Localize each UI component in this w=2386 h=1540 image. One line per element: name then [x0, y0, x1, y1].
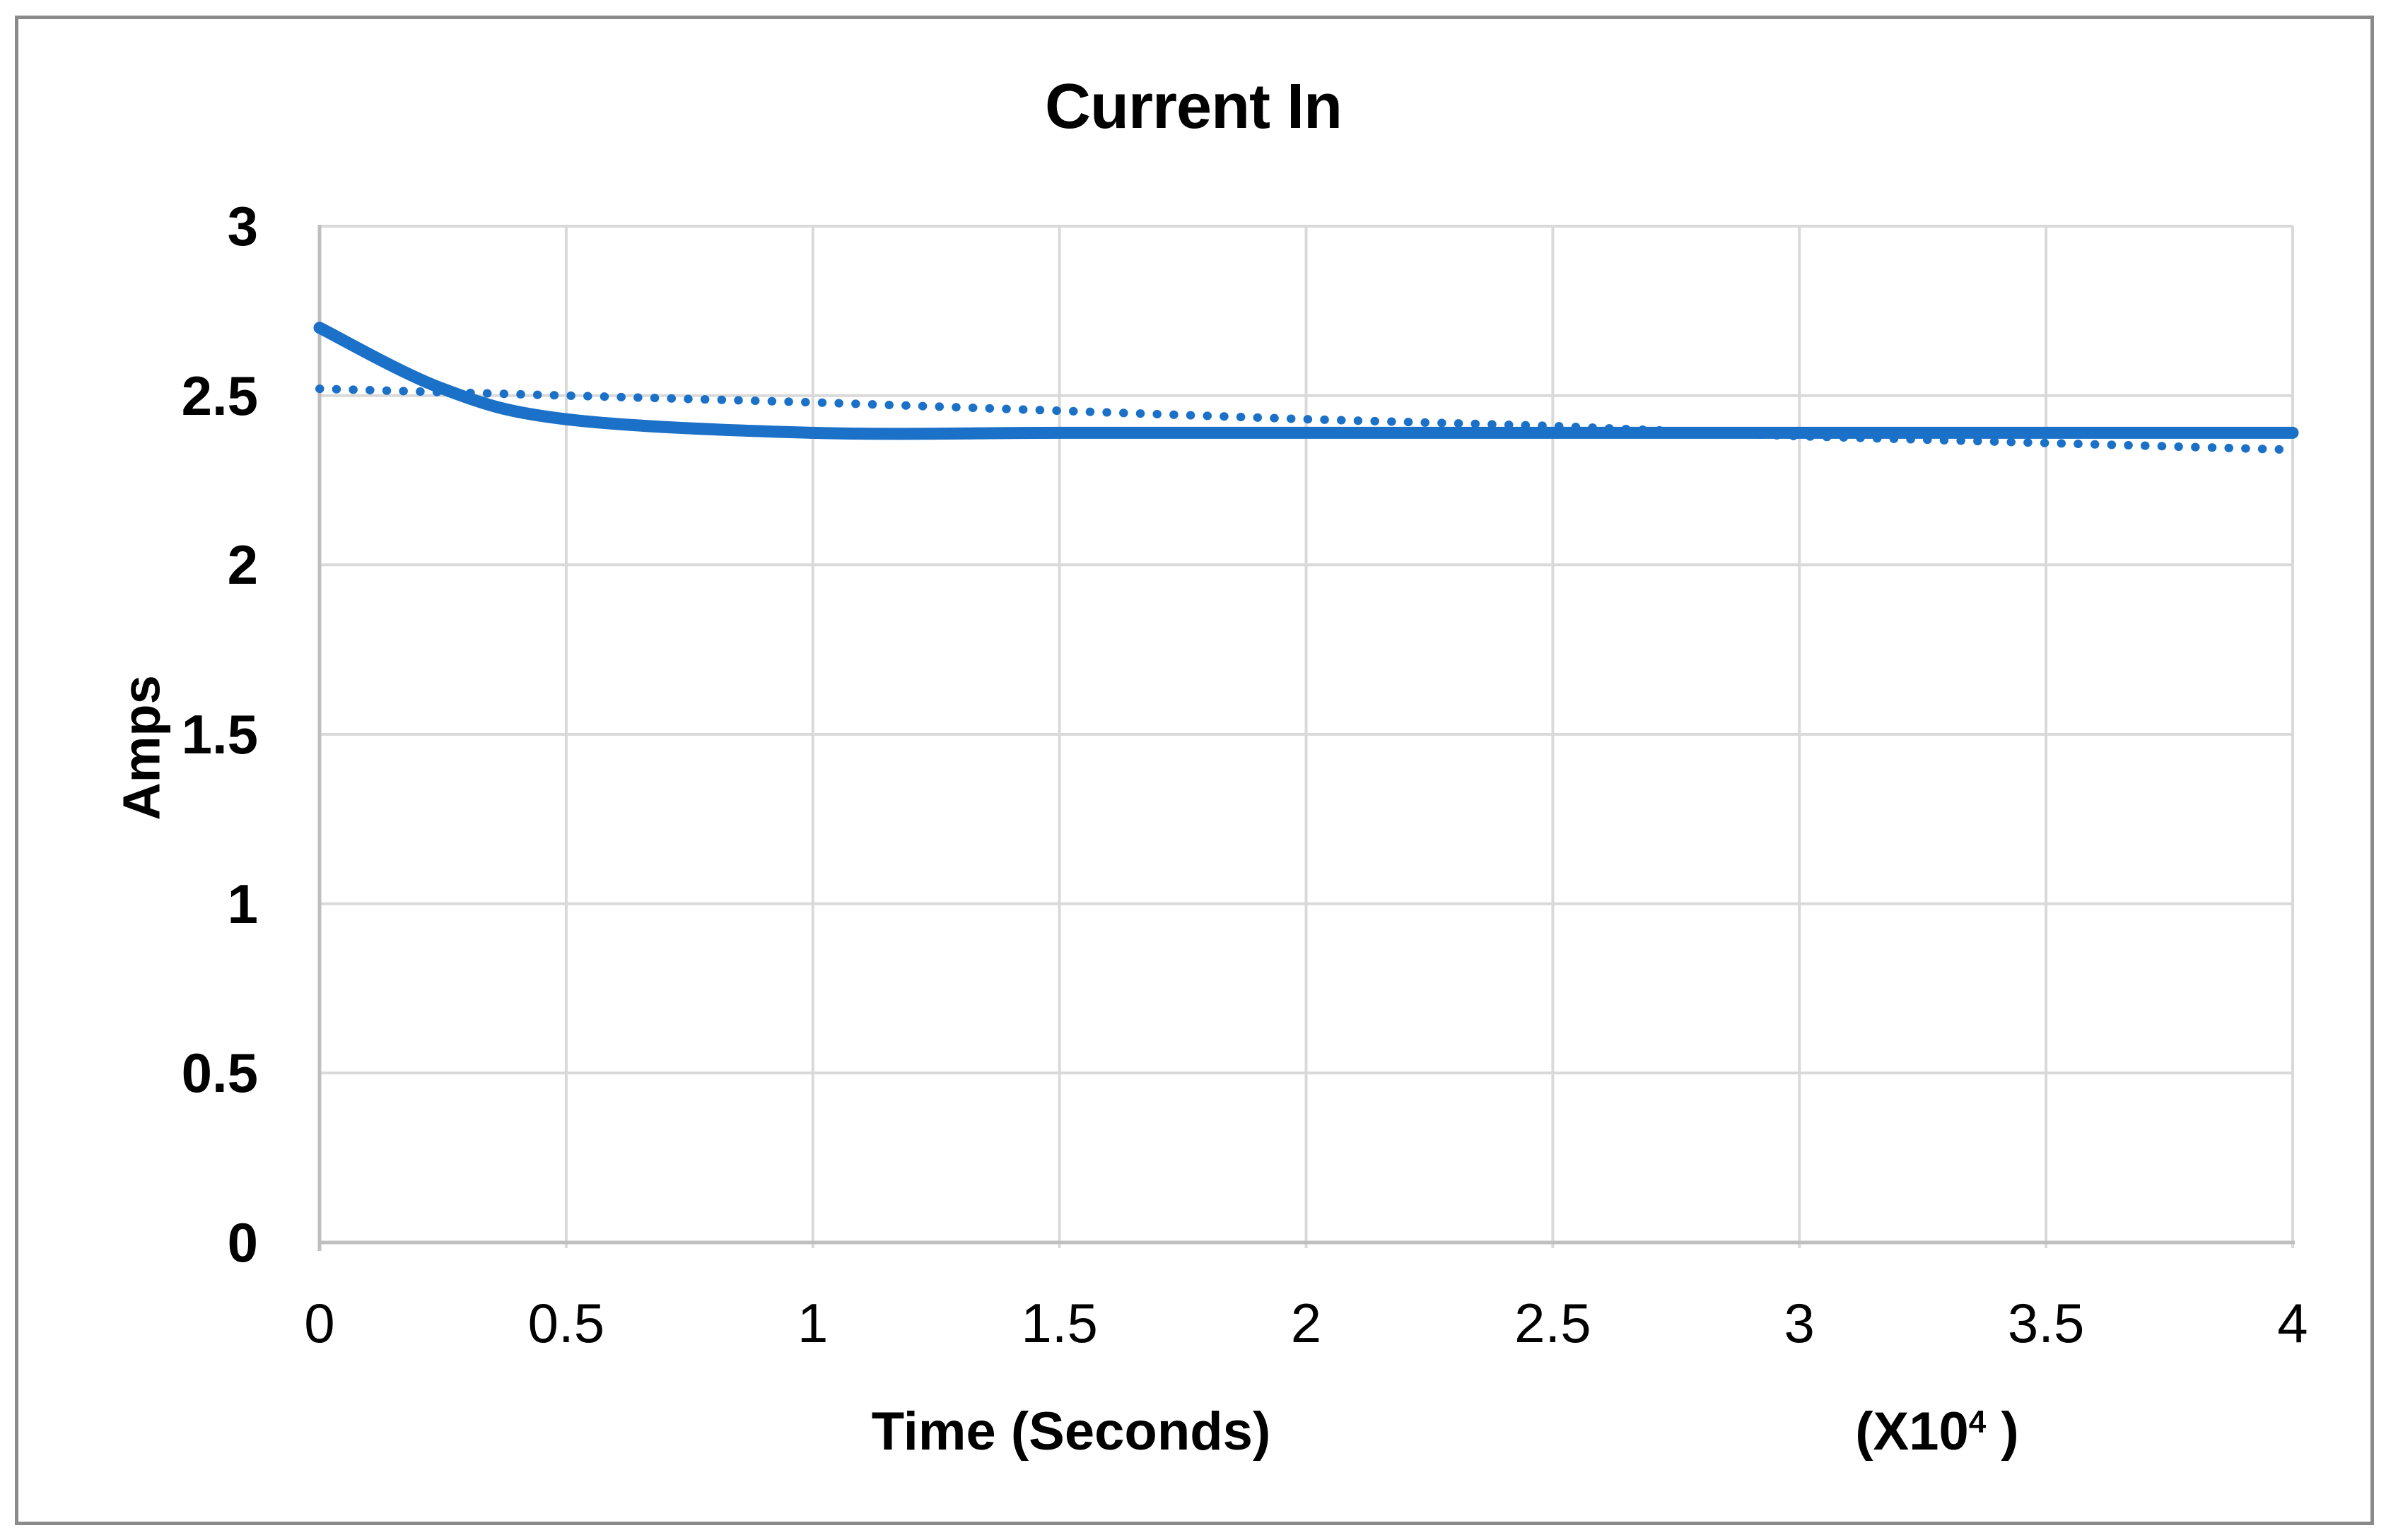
y-tick-label: 2.5	[181, 364, 258, 427]
y-tick-label: 3	[227, 195, 258, 257]
chart-title: Current In	[1044, 71, 1343, 142]
y-tick-label: 0	[227, 1211, 258, 1274]
x-axis-multiplier-prefix: (X10	[1855, 1401, 1969, 1462]
x-axis-multiplier-exponent: 4	[1968, 1404, 1987, 1440]
x-tick-label: 0	[304, 1292, 335, 1354]
x-tick-label: 4	[2277, 1292, 2308, 1354]
x-tick-label: 3.5	[2007, 1292, 2085, 1354]
x-tick-label: 1	[797, 1292, 829, 1354]
y-tick-label: 2	[227, 534, 258, 596]
y-axis-title: Amps	[112, 675, 171, 821]
x-axis-multiplier-suffix: )	[1986, 1401, 2019, 1462]
x-tick-label: 0.5	[527, 1292, 605, 1354]
y-tick-label: 1	[227, 872, 258, 935]
series-line-current-in-measured	[313, 322, 2299, 440]
gridlines	[318, 225, 2294, 1248]
y-tick-label: 0.5	[181, 1042, 258, 1105]
x-tick-label: 2	[1290, 1292, 1322, 1354]
x-tick-label: 1.5	[1021, 1292, 1098, 1354]
x-tick-label: 2.5	[1514, 1292, 1591, 1354]
x-tick-label: 3	[1784, 1292, 1815, 1354]
chart-frame-border	[15, 16, 2374, 1525]
series-lines	[313, 322, 2299, 454]
y-tick-label: 1.5	[181, 703, 258, 765]
x-axis-multiplier: (X104 )	[1855, 1401, 2019, 1462]
series-line-current-in-trendline	[315, 384, 2297, 454]
x-axis-title: Time (Seconds)	[871, 1401, 1271, 1462]
axis-lines	[317, 225, 2295, 1251]
